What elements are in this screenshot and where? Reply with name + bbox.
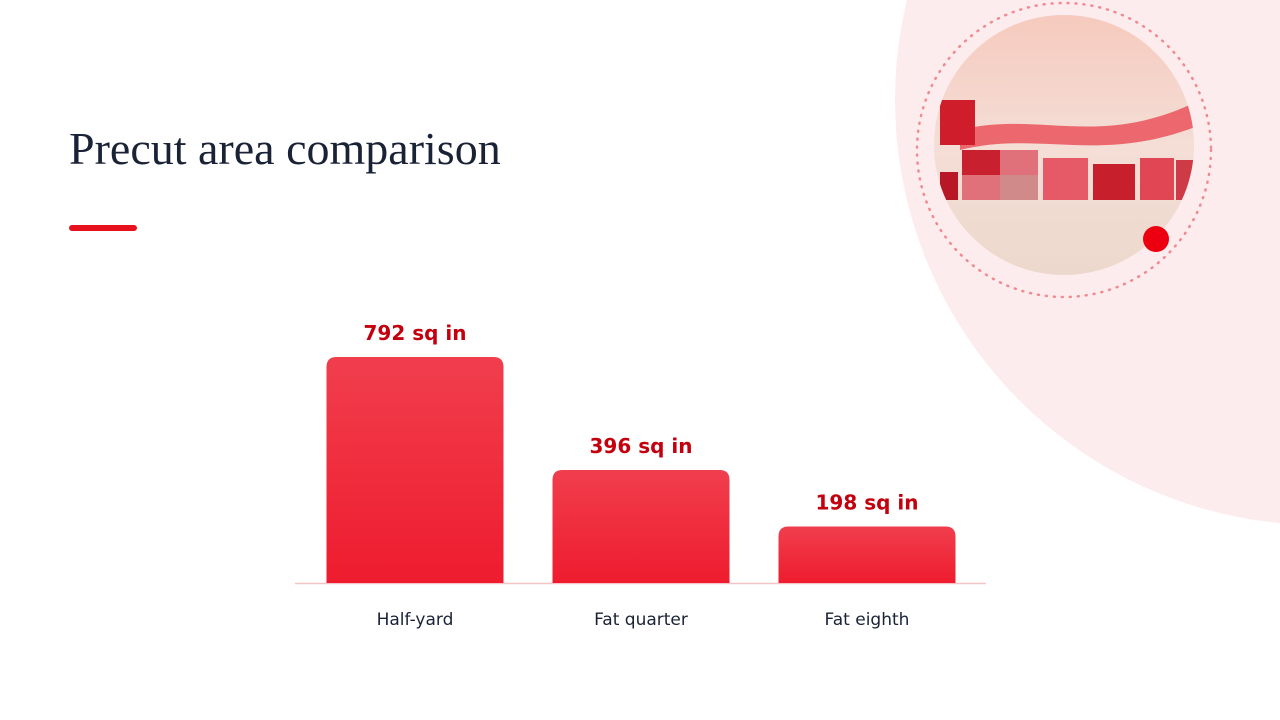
bar (778, 526, 956, 583)
value-label: 396 sq in (590, 434, 693, 458)
accent-dot (1143, 226, 1169, 252)
x-tick-label: Fat eighth (825, 610, 910, 630)
value-label: 792 sq in (364, 321, 467, 345)
fabric-photo (934, 15, 1194, 275)
bar (552, 470, 730, 583)
x-tick-label: Fat quarter (594, 610, 688, 630)
x-tick-label: Half-yard (377, 610, 454, 630)
dotted-ring (915, 1, 1213, 299)
chart-title: Precut area comparison (69, 123, 501, 174)
title-underline (69, 225, 137, 231)
bar (326, 357, 504, 583)
value-label: 198 sq in (816, 491, 919, 515)
